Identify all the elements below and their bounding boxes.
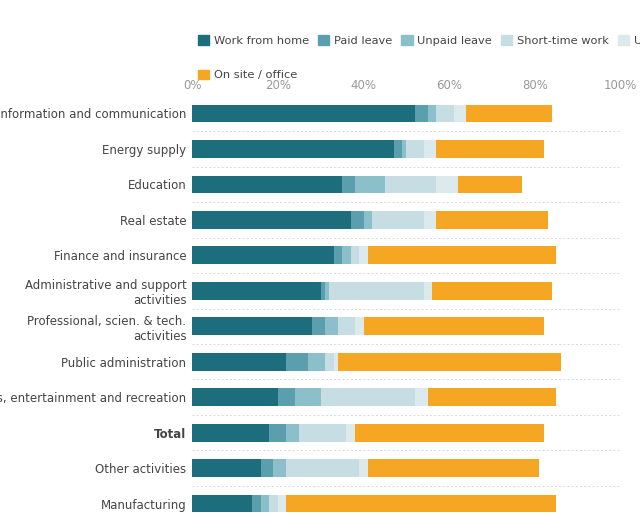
Bar [436,105,454,122]
Bar [424,140,436,158]
Bar [321,388,415,406]
Bar [278,388,295,406]
Bar [321,282,325,300]
Bar [454,105,467,122]
Bar [338,353,561,371]
Bar [286,353,308,371]
Bar [359,246,368,264]
Bar [368,246,557,264]
Bar [308,353,325,371]
Bar [273,459,286,477]
Bar [325,282,329,300]
Bar [436,140,543,158]
Bar [355,318,364,335]
Bar [394,140,402,158]
Bar [325,318,338,335]
Bar [286,459,359,477]
Bar [436,176,458,193]
Bar [342,246,351,264]
Bar [342,176,355,193]
Bar [364,318,543,335]
Bar [428,105,436,122]
Bar [432,282,552,300]
Bar [295,388,321,406]
Bar [415,388,428,406]
Bar [385,176,436,193]
Bar [364,211,372,229]
Bar [372,211,424,229]
Bar [269,424,286,442]
Bar [192,282,321,300]
Bar [424,211,436,229]
Bar [192,140,394,158]
Bar [192,388,278,406]
Bar [192,176,342,193]
Bar [355,176,385,193]
Bar [192,495,252,512]
Bar [333,246,342,264]
Bar [458,176,522,193]
Bar [467,105,552,122]
Bar [278,495,286,512]
Bar [286,495,557,512]
Bar [260,459,273,477]
Bar [402,140,406,158]
Bar [192,246,333,264]
Bar [406,140,424,158]
Bar [359,459,368,477]
Bar [300,424,346,442]
Bar [351,246,359,264]
Bar [192,318,312,335]
Bar [351,211,364,229]
Legend: On site / office: On site / office [198,70,297,80]
Bar [355,424,543,442]
Bar [415,105,428,122]
Bar [286,424,300,442]
Bar [192,105,415,122]
Bar [346,424,355,442]
Bar [192,424,269,442]
Bar [428,388,557,406]
Bar [269,495,278,512]
Bar [329,282,424,300]
Bar [368,459,540,477]
Bar [333,353,338,371]
Bar [260,495,269,512]
Bar [424,282,432,300]
Bar [192,459,260,477]
Bar [252,495,260,512]
Bar [338,318,355,335]
Bar [312,318,325,335]
Bar [192,211,351,229]
Bar [325,353,333,371]
Bar [436,211,548,229]
Bar [192,353,286,371]
